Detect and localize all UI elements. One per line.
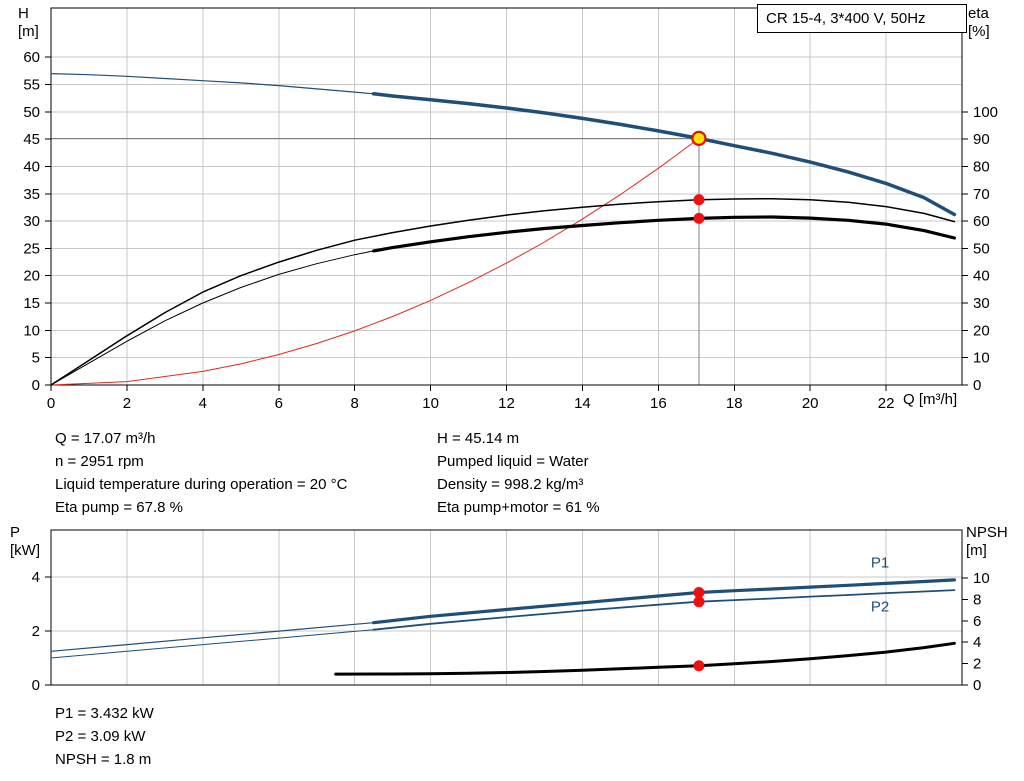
svg-text:6: 6 xyxy=(275,395,283,412)
svg-text:70: 70 xyxy=(973,186,990,203)
p1-value-text: P1 = 3.432 kW xyxy=(55,705,154,722)
svg-text:10: 10 xyxy=(23,322,40,339)
svg-text:60: 60 xyxy=(23,49,40,66)
head-value-text: H = 45.14 m xyxy=(437,430,520,447)
speed-value-text: n = 2951 rpm xyxy=(55,453,144,470)
svg-text:30: 30 xyxy=(973,295,990,312)
svg-text:6: 6 xyxy=(973,613,981,630)
p-axis-label: P [kW] xyxy=(10,524,50,560)
svg-text:0: 0 xyxy=(973,677,981,694)
svg-text:40: 40 xyxy=(23,158,40,175)
series-qh-curve xyxy=(50,72,375,95)
series-eta-pump-curve xyxy=(50,197,956,386)
h-axis-label-line1: H xyxy=(18,5,29,22)
eta-axis-label-line1: eta xyxy=(968,5,989,22)
series-p2 xyxy=(50,629,375,659)
series-qh-curve xyxy=(371,92,957,217)
svg-text:10: 10 xyxy=(973,570,990,587)
npsh-axis-label-line1: NPSH xyxy=(966,524,1008,541)
density-text: Density = 998.2 kg/m³ xyxy=(437,476,584,493)
operating-data-left-column: Q = 17.07 m³/h n = 2951 rpm Liquid tempe… xyxy=(55,427,347,519)
svg-text:15: 15 xyxy=(23,295,40,312)
svg-text:4: 4 xyxy=(199,395,207,412)
qh-eta-chart-canvas: 0510152025303540455055600102030405060708… xyxy=(23,7,998,412)
svg-text:20: 20 xyxy=(802,395,819,412)
svg-text:55: 55 xyxy=(23,76,40,93)
series-p2-label: P2 xyxy=(871,599,889,616)
eta-pump-text: Eta pump = 67.8 % xyxy=(55,499,183,516)
series-p2 xyxy=(372,589,956,631)
chart-title-box: CR 15-4, 3*400 V, 50Hz xyxy=(757,4,967,33)
svg-text:0: 0 xyxy=(973,377,981,394)
svg-text:20: 20 xyxy=(973,322,990,339)
svg-text:35: 35 xyxy=(23,186,40,203)
svg-text:18: 18 xyxy=(726,395,743,412)
svg-text:0: 0 xyxy=(47,395,55,412)
svg-text:8: 8 xyxy=(973,591,981,608)
svg-text:50: 50 xyxy=(973,240,990,257)
h-axis-label-line2: [m] xyxy=(18,23,39,40)
npsh-axis-label-line2: [m] xyxy=(966,542,987,559)
eta-pump-motor-dot xyxy=(693,212,705,224)
liquid-temperature-text: Liquid temperature during operation = 20… xyxy=(55,476,348,493)
svg-text:16: 16 xyxy=(650,395,667,412)
npsh-axis-label: NPSH [m] xyxy=(966,524,1022,560)
svg-text:50: 50 xyxy=(23,104,40,121)
svg-text:20: 20 xyxy=(23,268,40,285)
svg-text:4: 4 xyxy=(32,569,40,586)
p2-dot xyxy=(693,596,705,608)
svg-text:2: 2 xyxy=(123,395,131,412)
pumped-liquid-text: Pumped liquid = Water xyxy=(437,453,589,470)
svg-text:90: 90 xyxy=(973,131,990,148)
power-npsh-chart-canvas: 0 2 4 0 2 4 6 8 10 P1 P2 xyxy=(32,529,990,694)
svg-text:4: 4 xyxy=(973,634,981,651)
q-axis-label: Q [m³/h] xyxy=(903,391,958,408)
q-value-text: Q = 17.07 m³/h xyxy=(55,430,156,447)
operating-data-right-column: H = 45.14 m Pumped liquid = Water Densit… xyxy=(437,427,600,519)
p2-value-text: P2 = 3.09 kW xyxy=(55,728,146,745)
svg-text:10: 10 xyxy=(422,395,439,412)
svg-text:60: 60 xyxy=(973,213,990,230)
svg-text:0: 0 xyxy=(32,677,40,694)
p-axis-label-line2: [kW] xyxy=(10,542,40,559)
svg-text:30: 30 xyxy=(23,213,40,230)
series-system-curve xyxy=(50,137,700,386)
h-axis-label: H [m] xyxy=(18,5,52,41)
series-p1-label: P1 xyxy=(871,555,889,572)
duty-point-marker xyxy=(691,130,707,146)
eta-axis-label: eta [%] xyxy=(968,5,1018,41)
eta-pump-dot xyxy=(693,194,705,206)
power-data-block: P1 = 3.432 kW P2 = 3.09 kW NPSH = 1.8 m xyxy=(55,702,154,771)
eta-axis-label-line2: [%] xyxy=(968,23,990,40)
svg-text:22: 22 xyxy=(878,395,895,412)
svg-text:45: 45 xyxy=(23,131,40,148)
svg-text:8: 8 xyxy=(350,395,358,412)
series-eta-pump-motor-curve xyxy=(50,250,375,386)
svg-text:2: 2 xyxy=(32,623,40,640)
svg-text:2: 2 xyxy=(973,656,981,673)
svg-text:25: 25 xyxy=(23,240,40,257)
svg-text:5: 5 xyxy=(32,350,40,367)
svg-text:40: 40 xyxy=(973,268,990,285)
svg-text:12: 12 xyxy=(498,395,515,412)
series-eta-pump-motor-curve xyxy=(372,215,957,253)
svg-text:100: 100 xyxy=(973,104,998,121)
eta-pump-motor-text: Eta pump+motor = 61 % xyxy=(437,499,600,516)
svg-text:10: 10 xyxy=(973,350,990,367)
npsh-dot xyxy=(693,660,705,672)
series-p1 xyxy=(372,578,957,625)
p1-dot xyxy=(693,586,705,598)
series-p1 xyxy=(50,622,375,652)
svg-text:80: 80 xyxy=(973,158,990,175)
svg-text:0: 0 xyxy=(32,377,40,394)
series-npsh xyxy=(334,641,956,676)
p-axis-label-line1: P xyxy=(10,524,21,541)
npsh-value-text: NPSH = 1.8 m xyxy=(55,751,152,768)
svg-text:14: 14 xyxy=(574,395,591,412)
